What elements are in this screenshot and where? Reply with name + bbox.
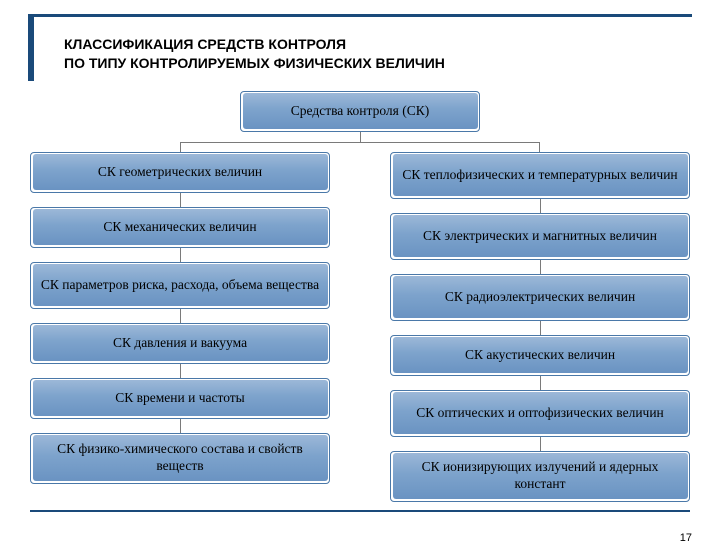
left-node-1: СК механических величин: [30, 207, 330, 248]
left-node-4-label: СК времени и частоты: [33, 380, 328, 416]
connector: [180, 364, 181, 378]
left-node-0-label: СК геометрических величин: [33, 154, 328, 190]
right-node-3: СК акустических величин: [390, 335, 690, 376]
title-line-2: ПО ТИПУ КОНТРОЛИРУЕМЫХ ФИЗИЧЕСКИХ ВЕЛИЧИ…: [64, 55, 445, 71]
left-node-0: СК геометрических величин: [30, 152, 330, 193]
connector: [540, 260, 541, 274]
connector: [180, 248, 181, 262]
left-node-4: СК времени и частоты: [30, 378, 330, 419]
right-node-1-label: СК электрических и магнитных величин: [393, 215, 688, 257]
bottom-divider: [30, 510, 690, 512]
page-title-block: КЛАССИФИКАЦИЯ СРЕДСТВ КОНТРОЛЯ ПО ТИПУ К…: [28, 14, 692, 81]
connector: [180, 419, 181, 433]
left-node-3: СК давления и вакуума: [30, 323, 330, 364]
right-node-2-label: СК радиоэлектрических величин: [393, 276, 688, 318]
classification-diagram: Средства контроля (СК) СК геометрических…: [30, 91, 690, 502]
root-connector: [30, 132, 690, 152]
connector: [540, 376, 541, 390]
right-node-4-label: СК оптических и оптофизических величин: [393, 392, 688, 434]
connector: [540, 321, 541, 335]
connector: [540, 199, 541, 213]
right-node-4: СК оптических и оптофизических величин: [390, 390, 690, 437]
right-node-1: СК электрических и магнитных величин: [390, 213, 690, 260]
connector: [180, 309, 181, 323]
right-column: СК теплофизических и температурных велич…: [390, 152, 690, 502]
left-node-5-label: СК физико-химического состава и свойств …: [33, 435, 328, 481]
left-column: СК геометрических величин СК механически…: [30, 152, 330, 502]
root-node-label: Средства контроля (СК): [243, 93, 478, 129]
page-number: 17: [680, 532, 692, 544]
connector: [540, 437, 541, 451]
title-line-1: КЛАССИФИКАЦИЯ СРЕДСТВ КОНТРОЛЯ: [64, 36, 346, 52]
left-node-1-label: СК механических величин: [33, 209, 328, 245]
root-node: Средства контроля (СК): [240, 91, 480, 132]
left-node-2: СК параметров риска, расхода, объема вещ…: [30, 262, 330, 309]
connector: [180, 193, 181, 207]
left-node-2-label: СК параметров риска, расхода, объема вещ…: [33, 264, 328, 306]
right-node-5-label: СК ионизирующих излучений и ядерных конс…: [393, 453, 688, 499]
right-node-5: СК ионизирующих излучений и ядерных конс…: [390, 451, 690, 502]
left-node-5: СК физико-химического состава и свойств …: [30, 433, 330, 484]
right-node-0: СК теплофизических и температурных велич…: [390, 152, 690, 199]
right-node-2: СК радиоэлектрических величин: [390, 274, 690, 321]
right-node-3-label: СК акустических величин: [393, 337, 688, 373]
right-node-0-label: СК теплофизических и температурных велич…: [393, 154, 688, 196]
columns: СК геометрических величин СК механически…: [30, 152, 690, 502]
page-title: КЛАССИФИКАЦИЯ СРЕДСТВ КОНТРОЛЯ ПО ТИПУ К…: [64, 35, 662, 73]
left-node-3-label: СК давления и вакуума: [33, 325, 328, 361]
